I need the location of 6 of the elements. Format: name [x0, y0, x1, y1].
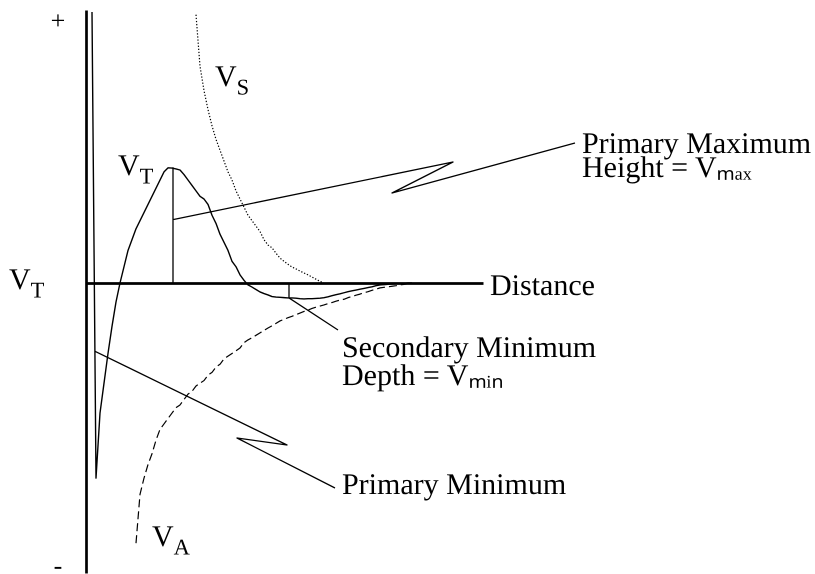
text: +: [50, 6, 66, 35]
x-axis-title: Distance: [490, 269, 595, 302]
annotation: Primary Minimum: [342, 468, 566, 501]
text: -: [54, 551, 62, 574]
annotation: Secondary Minimum Depth = Vₘᵢₙ: [342, 331, 596, 392]
text: Primary Maximum Height = Vₘₐₓ: [582, 127, 812, 184]
